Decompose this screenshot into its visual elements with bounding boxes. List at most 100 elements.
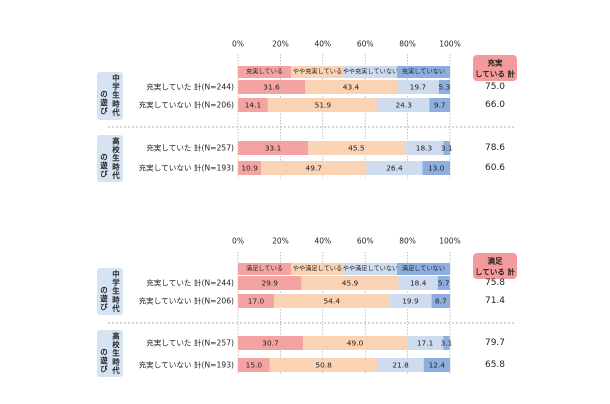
bar-segment xyxy=(303,336,407,350)
row-total-value: 65.8 xyxy=(485,360,505,370)
bar-segment xyxy=(238,80,305,94)
x-tick-label: 100% xyxy=(439,40,460,49)
bar-value-label: 21.8 xyxy=(392,361,409,370)
row-label: 充実していた 計(N=244) xyxy=(146,82,234,92)
bar-segment xyxy=(238,336,304,350)
group-label-char: の xyxy=(100,90,107,99)
bar-segment xyxy=(398,276,438,290)
legend-swatch xyxy=(344,263,397,275)
row-total-value: 75.8 xyxy=(485,278,505,288)
bar-value-label: 51.9 xyxy=(315,101,332,110)
group-label-char: 時 xyxy=(112,162,120,171)
bar-segment xyxy=(261,161,367,175)
bar-segment xyxy=(429,98,450,112)
group-label-char: 中 xyxy=(112,270,119,279)
bar-segment xyxy=(366,161,423,175)
group-label-char: 学 xyxy=(112,82,120,91)
legend-swatch xyxy=(397,263,450,275)
group-label-char: 時 xyxy=(112,357,120,366)
bar-segment xyxy=(269,358,378,372)
bar-segment xyxy=(274,294,390,308)
bar-value-label: 33.1 xyxy=(265,144,282,153)
group-label-char: び xyxy=(100,107,108,116)
legend-label: やや満足している xyxy=(293,265,342,273)
group-label-char: 校 xyxy=(112,340,120,349)
legend-swatch xyxy=(397,66,450,78)
bar-segment xyxy=(238,294,275,308)
bar-segment xyxy=(423,358,450,372)
group-label-char: の xyxy=(100,348,107,357)
bar-segment xyxy=(377,358,424,372)
group-label-char: 校 xyxy=(112,145,120,154)
bar-segment xyxy=(443,336,450,350)
bar-value-label: 8.7 xyxy=(435,297,447,306)
bar-value-label: 5.7 xyxy=(438,279,450,288)
x-tick-label: 20% xyxy=(272,237,289,246)
row-total-value: 78.6 xyxy=(485,143,505,153)
legend-label: やや充実していない xyxy=(343,68,399,76)
group-label-char: 生 xyxy=(112,154,120,163)
row-total-value: 71.4 xyxy=(485,296,505,306)
legend-swatch xyxy=(344,66,397,78)
bar-value-label: 3.1 xyxy=(441,144,453,153)
group-label-char: 遊 xyxy=(100,98,108,107)
legend-label: 満足している xyxy=(246,265,283,273)
row-label: 充実していない 計(N=206) xyxy=(139,296,234,306)
legend-swatch xyxy=(291,263,344,275)
group-label-char: び xyxy=(100,365,108,374)
group-label-char: 遊 xyxy=(100,161,108,170)
group-label-char: 学 xyxy=(112,278,120,287)
bar-value-label: 24.3 xyxy=(395,101,412,110)
x-tick-label: 60% xyxy=(357,40,374,49)
bar-value-label: 9.7 xyxy=(434,101,446,110)
bar-segment xyxy=(238,161,262,175)
bar-value-label: 54.4 xyxy=(323,297,340,306)
group-label-char: 遊 xyxy=(100,356,108,365)
bar-segment xyxy=(267,98,378,112)
legend-swatch xyxy=(238,66,291,78)
row-total-value: 79.7 xyxy=(485,338,505,348)
group-label-char: の xyxy=(100,153,107,162)
bar-segment xyxy=(431,294,450,308)
bar-segment xyxy=(389,294,432,308)
group-label-char: の xyxy=(100,286,107,295)
row-label: 充実していない 計(N=193) xyxy=(139,163,234,173)
x-tick-label: 60% xyxy=(357,237,374,246)
bar-value-label: 19.9 xyxy=(402,297,419,306)
x-tick-label: 0% xyxy=(232,40,244,49)
legend-label: 充実している xyxy=(246,68,283,76)
bar-value-label: 30.7 xyxy=(262,339,279,348)
group-label-box xyxy=(97,268,123,315)
x-tick-label: 100% xyxy=(439,237,460,246)
row-label: 充実していない 計(N=193) xyxy=(139,360,234,370)
bar-segment xyxy=(238,141,309,155)
bar-value-label: 3.1 xyxy=(441,339,453,348)
bar-value-label: 29.9 xyxy=(261,279,278,288)
x-tick-label: 80% xyxy=(399,237,416,246)
group-label-box xyxy=(97,72,123,120)
bar-value-label: 19.7 xyxy=(410,83,427,92)
group-label-char: び xyxy=(100,303,108,312)
x-tick-label: 40% xyxy=(314,237,331,246)
bar-segment xyxy=(238,276,302,290)
bar-value-label: 15.0 xyxy=(246,361,263,370)
bar-value-label: 50.8 xyxy=(315,361,332,370)
bar-segment xyxy=(301,276,399,290)
bar-value-label: 17.0 xyxy=(248,297,265,306)
bar-value-label: 13.0 xyxy=(428,164,445,173)
legend-label: 充実していない xyxy=(402,68,445,76)
group-label-char: 高 xyxy=(112,332,120,341)
bar-segment xyxy=(238,98,268,112)
bar-value-label: 18.4 xyxy=(410,279,427,288)
bar-value-label: 5.3 xyxy=(438,83,450,92)
group-label-char: 生 xyxy=(112,91,120,100)
bar-segment xyxy=(377,98,430,112)
legend-label: やや満足していない xyxy=(343,265,399,273)
group-label-char: 代 xyxy=(111,366,120,375)
total-header-badge xyxy=(473,253,517,279)
bar-segment xyxy=(438,80,450,94)
row-label: 充実していた 計(N=257) xyxy=(146,143,234,153)
total-header-label: 充実 xyxy=(488,58,503,68)
bar-value-label: 18.3 xyxy=(416,144,433,153)
group-label-box xyxy=(97,330,123,377)
